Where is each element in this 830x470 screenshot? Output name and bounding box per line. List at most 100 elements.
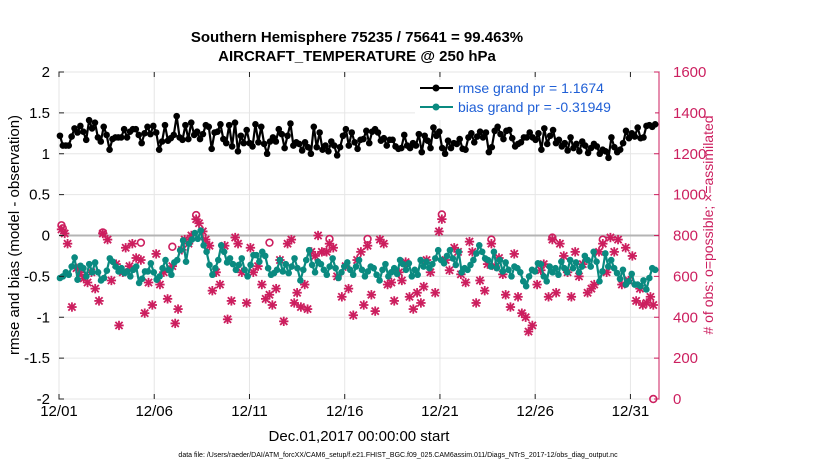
bias-point <box>590 248 597 256</box>
bias-point <box>519 277 527 285</box>
obs-assimilated-point <box>267 300 278 310</box>
bias-point <box>563 268 571 276</box>
bias-point <box>188 236 196 243</box>
x-axis: 12/01 12/06 12/11 12/16 12/21 12/26 12/31 <box>40 72 649 420</box>
obs-assimilated-point <box>292 288 302 298</box>
rmse-point <box>581 142 589 149</box>
bias-point <box>473 250 480 257</box>
x-tick-label: 12/26 <box>516 403 554 420</box>
bias-point <box>197 227 204 234</box>
bias-point <box>517 268 524 276</box>
rmse-point <box>441 150 449 158</box>
rmse-point <box>77 122 84 130</box>
bias-point <box>320 266 328 274</box>
bias-point <box>449 255 457 262</box>
rmse-point <box>231 119 239 126</box>
bias-point <box>355 256 363 264</box>
rmse-point <box>249 143 256 150</box>
bias-point <box>408 273 416 280</box>
rmse-point <box>421 132 428 140</box>
obs-assimilated-point <box>359 300 369 310</box>
bias-point <box>329 255 336 262</box>
obs-assimilated-point <box>509 249 519 259</box>
bias-point <box>124 268 131 275</box>
bias-point <box>358 266 366 274</box>
y-axis-right: 1600 1400 1200 1000 800 600 400 200 0 <box>654 64 706 408</box>
bias-point <box>261 252 269 260</box>
y-axis-label: rmse and bias (model - observation) <box>6 115 23 355</box>
bias-point <box>288 263 295 270</box>
y2-tick-label: 1400 <box>673 105 706 122</box>
obs-assimilated-point <box>302 304 313 314</box>
rmse-point <box>339 132 347 140</box>
rmse-point <box>625 134 633 142</box>
obs-assimilated-point <box>313 230 323 241</box>
obs-assimilated-point <box>527 320 538 331</box>
rmse-point <box>85 116 93 124</box>
legend-bias-marker <box>432 103 440 111</box>
obs-possible-point <box>168 242 177 251</box>
obs-assimilated-point <box>94 296 104 306</box>
bias-point <box>572 259 580 266</box>
bias-point <box>241 266 248 274</box>
obs-possible-point <box>598 235 608 244</box>
y2-axis-label: # of obs: o=possible; ×=assimilated <box>700 115 716 334</box>
obs-assimilated-point <box>370 306 380 316</box>
obs-assimilated-point <box>233 238 243 249</box>
rmse-point <box>360 135 367 143</box>
bias-point <box>490 248 498 256</box>
rmse-point <box>243 126 250 134</box>
bias-point <box>578 263 586 270</box>
bias-point <box>487 263 495 270</box>
bias-point <box>305 246 313 254</box>
obs-possible-point <box>325 234 334 244</box>
rmse-point <box>500 135 507 143</box>
rmse-point <box>272 138 280 145</box>
rmse-point <box>555 136 563 144</box>
bias-point <box>405 259 413 267</box>
obs-assimilated-point <box>366 290 377 300</box>
bias-point <box>179 237 187 244</box>
bias-point <box>244 273 251 280</box>
bias-point <box>194 235 202 243</box>
rmse-point <box>453 140 461 148</box>
obs-assimilated-point <box>570 247 580 257</box>
obs-assimilated-point <box>162 294 173 304</box>
bias-point <box>640 277 647 284</box>
rmse-point <box>214 128 221 135</box>
rmse-point <box>611 143 618 151</box>
x-axis-label: Dec.01,2017 00:00:00 start <box>269 428 451 445</box>
rmse-point <box>257 123 265 131</box>
bias-point <box>525 273 533 280</box>
rmse-point <box>427 144 434 152</box>
rmse-point <box>546 132 554 140</box>
obs-possible-point <box>136 238 146 247</box>
rmse-point <box>74 129 81 136</box>
rmse-point <box>228 143 236 150</box>
obs-assimilated-point <box>605 232 616 243</box>
rmse-point <box>260 140 268 148</box>
rmse-point <box>438 144 446 152</box>
bias-point <box>607 256 615 264</box>
rmse-point <box>406 144 414 152</box>
bias-point <box>176 246 184 254</box>
bias-point <box>502 259 509 266</box>
bias-point <box>467 261 474 269</box>
rmse-point <box>281 144 288 152</box>
obs-assimilated-point <box>286 234 297 245</box>
obs-assimilated-point <box>300 279 310 290</box>
rmse-point <box>468 130 475 137</box>
bias-point <box>382 260 389 268</box>
bias-point <box>335 274 342 282</box>
obs-assimilated-point <box>170 318 180 329</box>
obs-assimilated-point <box>645 292 656 302</box>
bias-point <box>540 273 548 280</box>
obs-possible-point <box>363 234 372 244</box>
obs-assimilated-point <box>379 238 389 249</box>
bias-point <box>575 268 583 276</box>
rmse-point <box>161 121 169 129</box>
rmse-point <box>68 133 75 140</box>
bias-point <box>209 271 216 279</box>
obs-assimilated-point <box>648 300 658 310</box>
obs-assimilated-point <box>114 320 124 331</box>
